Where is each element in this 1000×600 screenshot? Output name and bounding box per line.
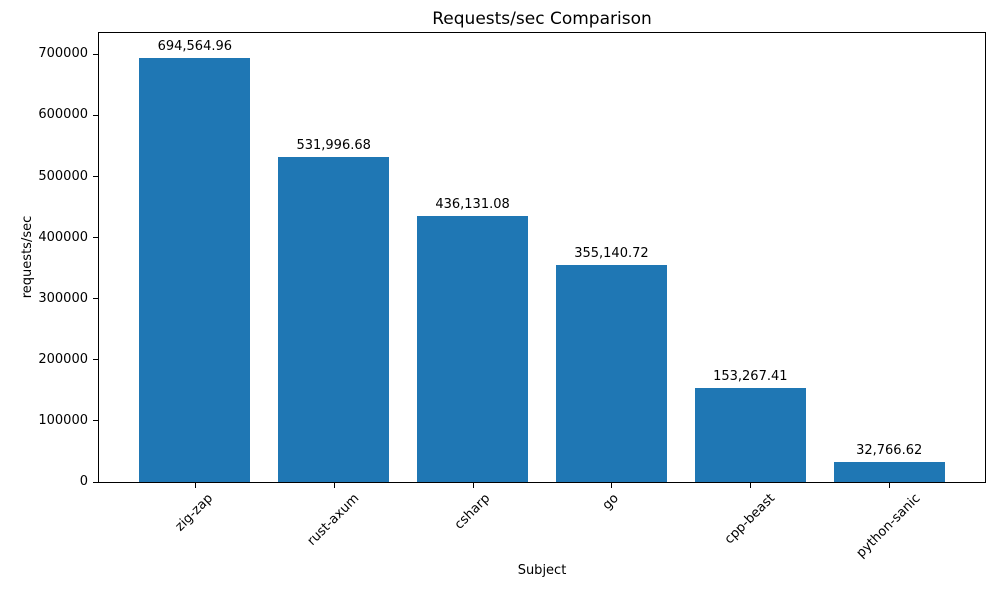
x-tick-label: python-sanic	[853, 491, 924, 561]
bar	[833, 461, 945, 482]
x-tick-label: rust-axum	[304, 491, 363, 549]
bar	[139, 57, 251, 482]
x-tick	[889, 483, 891, 488]
x-tick	[194, 483, 196, 488]
y-tick-label: 300000	[38, 290, 88, 306]
x-axis-label: Subject	[517, 563, 567, 578]
y-tick-label: 600000	[38, 107, 88, 123]
bar-value-label: 153,267.41	[713, 369, 788, 385]
y-tick-label: 0	[79, 474, 88, 489]
x-tick	[611, 483, 613, 488]
bar	[555, 265, 667, 482]
chart-title: Requests/sec Comparison	[432, 9, 652, 29]
y-tick-label: 500000	[38, 168, 88, 184]
bar-value-label: 436,131.08	[435, 196, 510, 212]
bar	[278, 157, 390, 482]
y-tick	[93, 359, 98, 361]
bar-value-label: 355,140.72	[574, 246, 649, 262]
x-tick-label: go	[599, 491, 623, 514]
y-tick-label: 400000	[38, 229, 88, 245]
y-tick	[93, 420, 98, 422]
y-tick	[93, 114, 98, 116]
bar	[417, 215, 529, 482]
y-tick-label: 700000	[38, 46, 88, 62]
x-tick	[333, 483, 335, 488]
x-tick-label: cpp-beast	[721, 491, 778, 548]
y-tick-label: 200000	[38, 351, 88, 367]
y-tick	[93, 176, 98, 178]
x-tick	[472, 483, 474, 488]
x-tick-label: zig-zap	[172, 491, 217, 535]
y-tick	[93, 481, 98, 483]
y-tick-label: 100000	[38, 412, 88, 428]
x-tick-label: csharp	[451, 491, 494, 533]
y-tick	[93, 53, 98, 55]
x-tick	[750, 483, 752, 488]
bar	[694, 388, 806, 482]
y-axis-label: requests/sec	[20, 215, 35, 299]
y-tick	[93, 298, 98, 300]
bar-value-label: 694,564.96	[157, 38, 233, 54]
bar-value-label: 32,766.62	[856, 442, 923, 458]
bar-value-label: 531,996.68	[296, 138, 371, 153]
y-tick	[93, 237, 98, 239]
